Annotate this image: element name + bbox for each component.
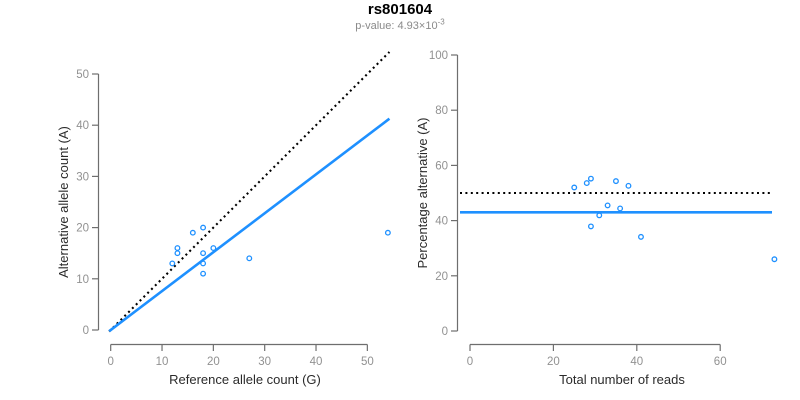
data-point: [200, 260, 207, 267]
y-tick-label: 20: [76, 223, 89, 235]
data-point: [596, 212, 603, 219]
data-point: [200, 224, 207, 231]
y-tick-label: 50: [76, 69, 89, 81]
y-tick-label: 10: [76, 274, 89, 286]
y-axis-title: Alternative allele count (A): [56, 126, 71, 278]
data-point: [638, 233, 644, 240]
data-point: [613, 178, 619, 185]
data-point: [210, 245, 217, 252]
identity-line: [108, 51, 391, 333]
x-tick-label: 50: [361, 356, 374, 368]
data-point: [771, 256, 778, 263]
y-tick-label: 20: [435, 271, 448, 283]
y-tick-label: 0: [83, 325, 89, 337]
x-tick-label: 20: [547, 356, 560, 368]
y-axis-title: Percentage alternative (A): [415, 117, 430, 268]
x-tick-label: 40: [310, 356, 323, 368]
left-panel-allele-counts: 0 10 20 30 40 50 0 10 20 30 40 50 Reference allele c…: [56, 51, 391, 387]
data-point: [246, 255, 253, 262]
data-point: [587, 223, 594, 230]
data-point: [571, 184, 578, 191]
data-point: [617, 205, 624, 212]
data-point: [384, 229, 391, 236]
data-point: [587, 175, 594, 182]
y-tick-label: 60: [435, 160, 448, 172]
right-panel-percentage-reads: 0 20 40 60 80 100 0 20 40 60 Total number of reads…: [415, 50, 778, 387]
x-tick-label: 0: [467, 356, 473, 368]
data-point: [174, 245, 181, 252]
data-point: [625, 182, 632, 189]
data-point: [169, 260, 176, 267]
y-tick-label: 40: [435, 216, 448, 228]
x-axis-title: Reference allele count (G): [169, 372, 321, 387]
data-point: [604, 202, 611, 209]
y-tick-label: 30: [76, 171, 89, 183]
data-point: [200, 250, 207, 257]
x-axis-title: Total number of reads: [559, 372, 685, 387]
fit-line: [108, 117, 391, 333]
x-tick-label: 60: [714, 356, 727, 368]
y-tick-label: 100: [429, 50, 448, 62]
data-point: [200, 270, 207, 277]
x-tick-label: 40: [630, 356, 643, 368]
x-tick-label: 0: [107, 356, 113, 368]
data-point: [583, 180, 590, 187]
y-tick-label: 40: [76, 120, 89, 132]
y-tick-label: 80: [435, 105, 448, 117]
y-tick-label: 0: [442, 326, 448, 338]
x-tick-label: 30: [258, 356, 271, 368]
x-tick-label: 20: [207, 356, 220, 368]
data-point: [174, 250, 181, 257]
data-point: [189, 229, 196, 236]
x-tick-label: 10: [156, 356, 169, 368]
